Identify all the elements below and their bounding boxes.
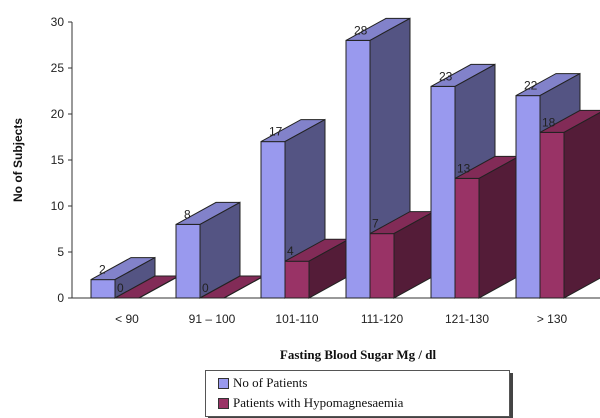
bar-patients-front [260,141,286,299]
y-tick-label: 0 [57,291,64,305]
bar-patients-front [430,85,456,299]
x-axis-title: Fasting Blood Sugar Mg / dl [279,347,437,362]
x-axis: < 90 91 – 100 101-110 111-120 121-130 > 130 [72,297,600,326]
bar-hypomagnesaemia-front [284,260,310,299]
legend-swatch-patients [218,377,229,389]
bar-hypomagnesaemia-side [563,112,600,299]
bar-hypomagnesaemia-side [478,155,520,299]
bar-hypomagnesaemia-front [454,177,480,299]
data-label-patients: 17 [269,125,283,139]
bar-hypomagnesaemia [539,109,600,299]
legend-item-hypomagnesaemia: Patients with Hypomagnesaemia [206,393,509,413]
data-label-patients: 2 [99,263,106,277]
bar-hypomagnesaemia-top [539,109,600,133]
data-label-hypomagnesaemia: 0 [117,281,124,295]
bar-hypomagnesaemia-front [369,233,395,299]
data-label-patients: 28 [354,23,368,37]
bar-patients-front [90,279,116,299]
x-tick-label: < 90 [115,312,139,326]
bar-patients-front [515,95,541,299]
data-label-patients: 23 [439,69,453,83]
data-label-patients: 22 [524,79,538,93]
bar-patients-front [175,223,201,299]
y-axis: 0 5 10 15 20 25 30 [51,15,73,305]
y-tick-label: 10 [51,199,65,213]
bar-patients-front [345,39,371,299]
x-tick-label: 111-120 [361,312,404,326]
legend-swatch-hypomagnesaemia [218,397,229,409]
x-tick-label: 121-130 [445,312,489,326]
data-label-hypomagnesaemia: 4 [287,244,294,258]
bars [90,17,600,299]
bar-hypomagnesaemia [454,155,520,299]
data-label-hypomagnesaemia: 18 [542,115,556,129]
data-label-hypomagnesaemia: 13 [457,161,471,175]
y-tick-label: 25 [51,61,65,75]
y-tick-label: 20 [51,107,65,121]
y-tick-label: 15 [51,153,65,167]
y-tick-label: 30 [51,15,65,29]
bar-hypomagnesaemia-front [539,131,565,299]
bar-hypomagnesaemia [369,210,435,299]
bar-patients [90,256,156,299]
x-tick-label: > 130 [537,312,568,326]
y-tick-label: 5 [57,245,64,259]
bar-hypomagnesaemia [284,238,350,299]
x-tick-label: 91 – 100 [189,312,236,326]
legend-label-patients: No of Patients [233,375,308,390]
legend-label-hypomagnesaemia: Patients with Hypomagnesaemia [233,395,404,410]
legend: No of Patients Patients with Hypomagnesa… [205,370,510,417]
bar-patients [175,201,241,299]
data-label-hypomagnesaemia: 0 [202,281,209,295]
data-label-hypomagnesaemia: 7 [372,217,379,231]
legend-item-patients: No of Patients [206,373,509,393]
data-label-patients: 8 [184,207,191,221]
x-tick-label: 101-110 [275,312,318,326]
y-axis-title: No of Subjects [11,118,25,202]
